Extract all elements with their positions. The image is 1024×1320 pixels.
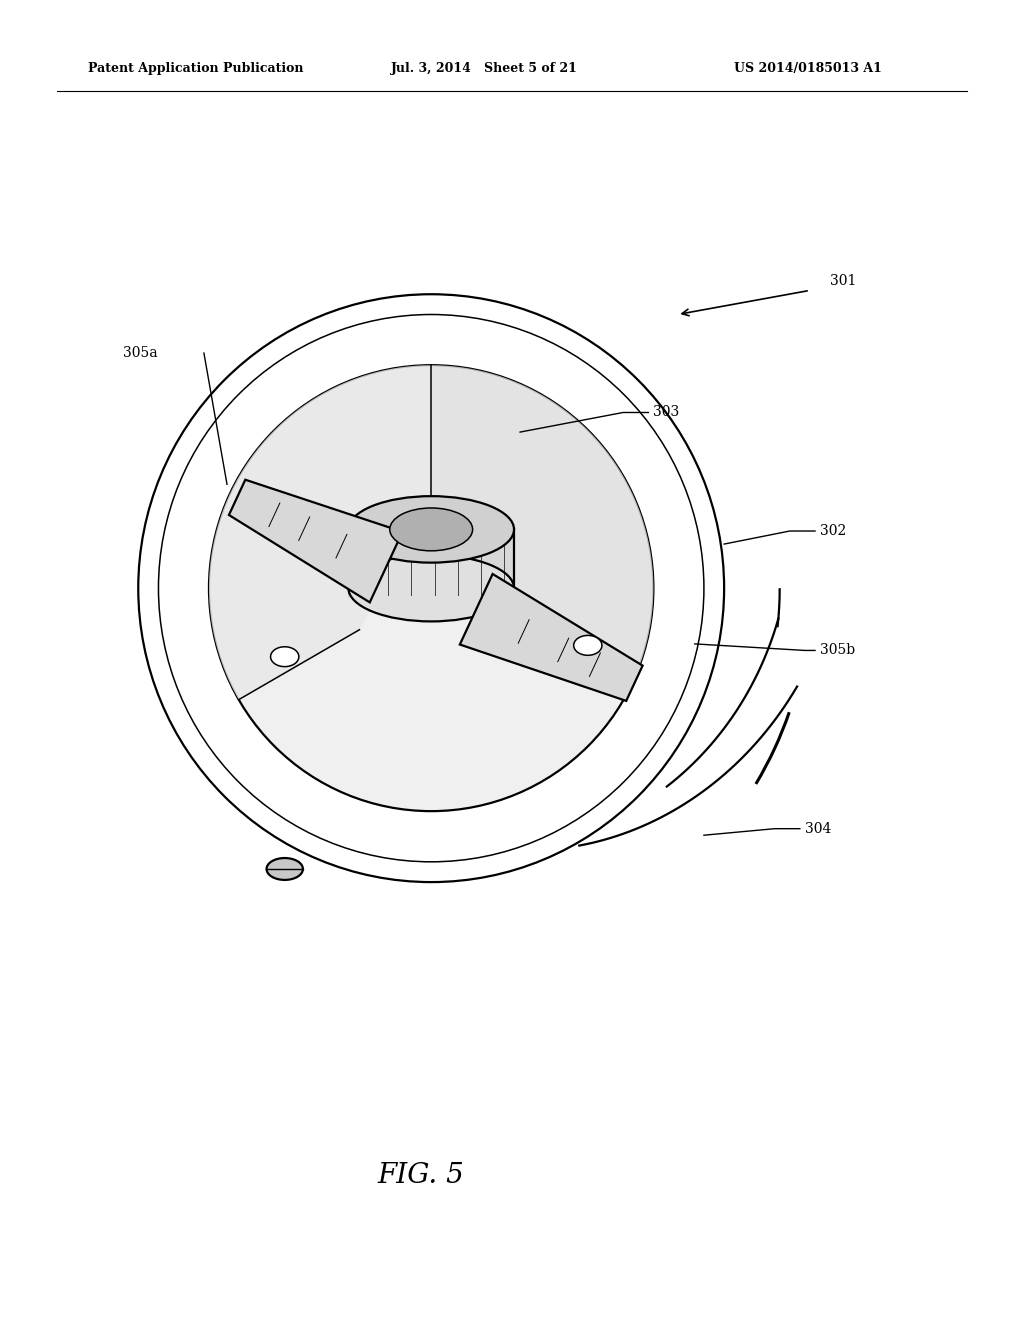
Polygon shape — [431, 366, 653, 700]
Text: 304: 304 — [805, 821, 831, 836]
Ellipse shape — [348, 496, 514, 562]
Text: US 2014/0185013 A1: US 2014/0185013 A1 — [734, 62, 882, 75]
Text: 301: 301 — [830, 275, 856, 288]
Polygon shape — [229, 479, 402, 602]
Text: Jul. 3, 2014   Sheet 5 of 21: Jul. 3, 2014 Sheet 5 of 21 — [391, 62, 578, 75]
Polygon shape — [460, 574, 643, 701]
Polygon shape — [348, 529, 514, 598]
Text: Patent Application Publication: Patent Application Publication — [88, 62, 303, 75]
Ellipse shape — [573, 635, 602, 655]
Polygon shape — [209, 366, 431, 700]
Text: FIG. 5: FIG. 5 — [378, 1163, 465, 1189]
Ellipse shape — [390, 508, 473, 550]
Text: 305b: 305b — [820, 643, 855, 657]
Ellipse shape — [270, 647, 299, 667]
Text: 305a: 305a — [123, 346, 158, 360]
Text: 302: 302 — [820, 524, 846, 539]
Ellipse shape — [209, 366, 653, 812]
Ellipse shape — [266, 858, 303, 880]
Text: 303: 303 — [653, 405, 680, 420]
Ellipse shape — [348, 554, 514, 622]
